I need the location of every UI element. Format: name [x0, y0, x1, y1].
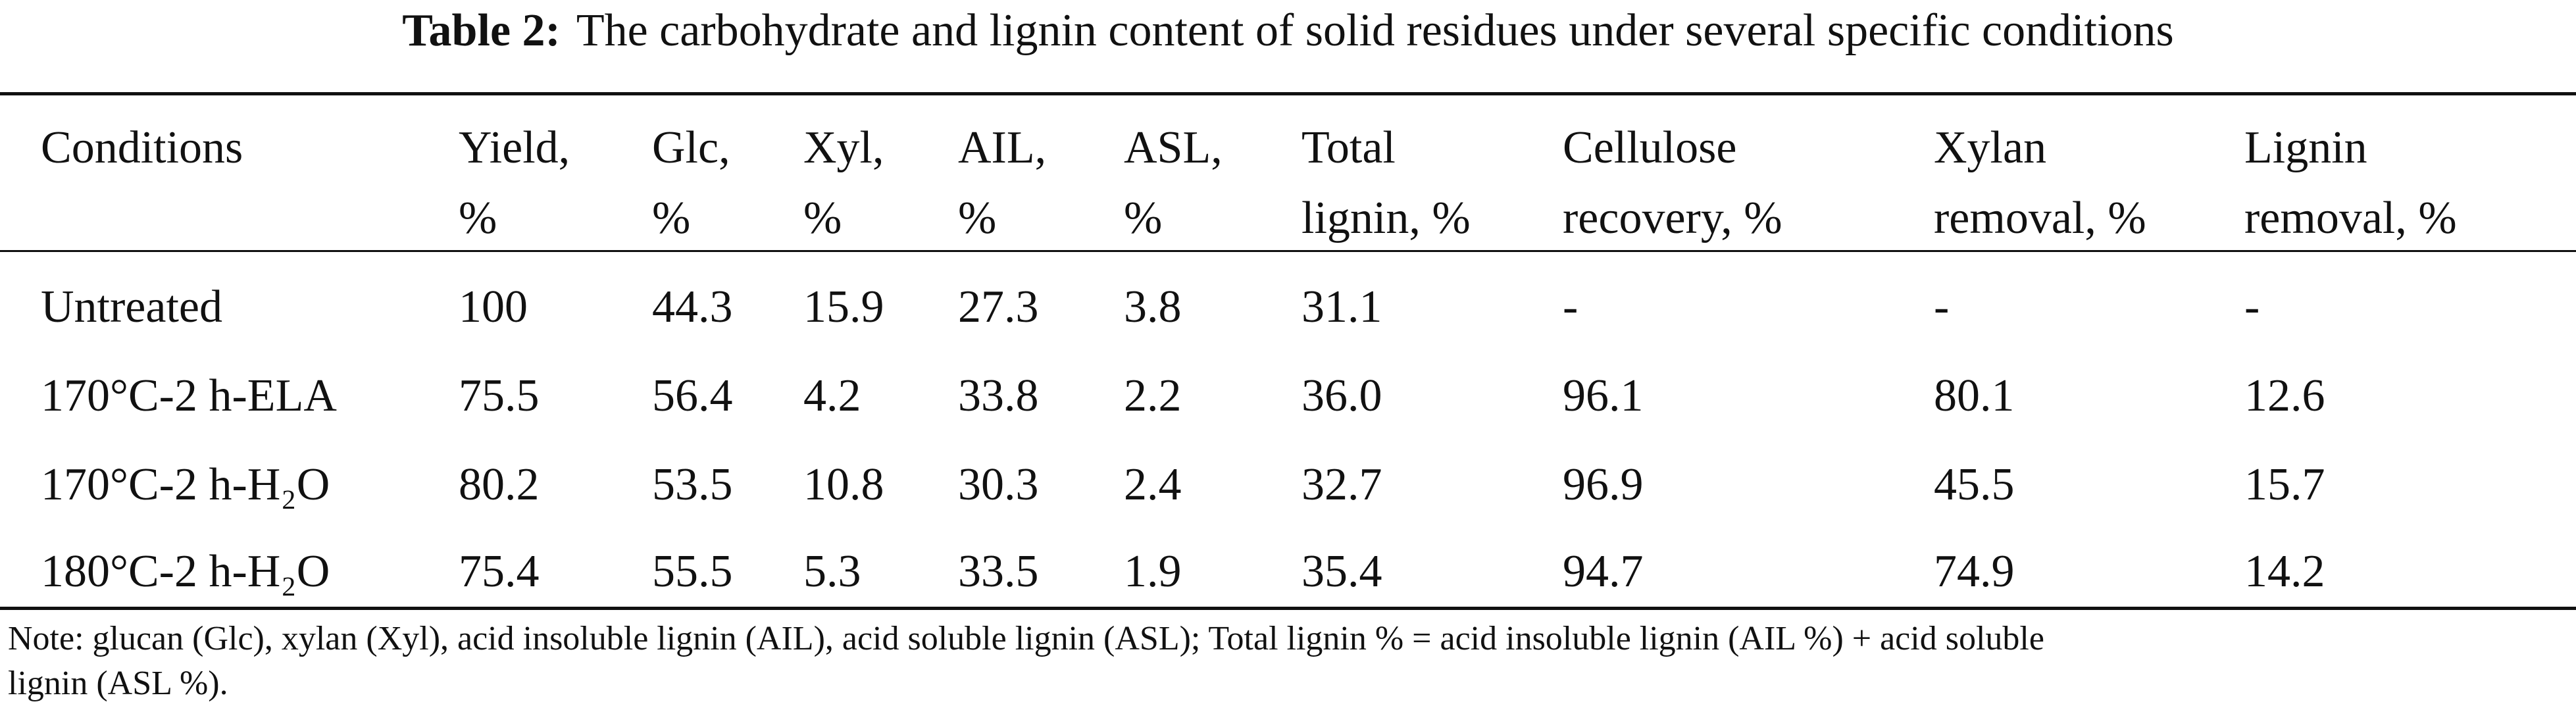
title-text: The carbohydrate and lignin content of s… [576, 5, 2174, 56]
table-cell: 74.9 [1934, 546, 2015, 597]
header-cell: removal, % [2244, 193, 2457, 243]
row-label: 170°C-2 h-ELA [41, 370, 337, 421]
header-cell: Xylan [1934, 122, 2047, 173]
table-cell: - [1934, 282, 1950, 332]
table-cell: 2.4 [1124, 459, 1182, 510]
table-cell: 5.3 [803, 546, 861, 597]
table-title: Table 2: The carbohydrate and lignin cont… [0, 8, 2576, 54]
table-cell: 2.2 [1124, 370, 1182, 421]
table-cell: 32.7 [1301, 459, 1382, 510]
table-cell: 33.8 [958, 370, 1039, 421]
row-label: Untreated [41, 282, 222, 332]
header-cell: ASL, [1124, 122, 1223, 173]
table-cell: - [1563, 282, 1578, 332]
header-cell: removal, % [1934, 193, 2146, 243]
table-cell: 75.5 [459, 370, 540, 421]
header-cell: AIL, [958, 122, 1047, 173]
header-cell: lignin, % [1301, 193, 1471, 243]
table-cell: 94.7 [1563, 546, 1644, 597]
table-note: Note: glucan (Glc), xylan (Xyl), acid in… [8, 620, 2044, 657]
table-cell: 96.1 [1563, 370, 1644, 421]
table-cell: 4.2 [803, 370, 861, 421]
table-cell: 15.7 [2244, 459, 2325, 510]
table-cell: 53.5 [652, 459, 733, 510]
header-cell: % [958, 193, 997, 243]
table-cell: 33.5 [958, 546, 1039, 597]
table-cell: 14.2 [2244, 546, 2325, 597]
table-cell: 35.4 [1301, 546, 1382, 597]
row-label: 180°C-2 h-H₂O [41, 546, 330, 597]
header-rule [0, 250, 2576, 252]
table-cell: 80.1 [1934, 370, 2015, 421]
header-cell: Glc, [652, 122, 730, 173]
header-cell: Lignin [2244, 122, 2367, 173]
table-cell: 3.8 [1124, 282, 1182, 332]
header-cell: Xyl, [803, 122, 884, 173]
table-cell: 1.9 [1124, 546, 1182, 597]
table-cell: 55.5 [652, 546, 733, 597]
title-label: Table 2: [402, 5, 561, 56]
table-cell: 30.3 [958, 459, 1039, 510]
header-cell: Yield, [459, 122, 570, 173]
table-cell: 27.3 [958, 282, 1039, 332]
header-cell: Conditions [41, 122, 243, 173]
table-cell: 56.4 [652, 370, 733, 421]
table-cell: 36.0 [1301, 370, 1382, 421]
header-cell: % [803, 193, 842, 243]
table-cell: 31.1 [1301, 282, 1382, 332]
top-rule [0, 92, 2576, 95]
row-label: 170°C-2 h-H₂O [41, 459, 330, 510]
table-cell: 10.8 [803, 459, 884, 510]
table-cell: 80.2 [459, 459, 540, 510]
table-cell: 15.9 [803, 282, 884, 332]
header-cell: % [652, 193, 691, 243]
header-cell: % [1124, 193, 1163, 243]
table-cell: 75.4 [459, 546, 540, 597]
table-cell: 44.3 [652, 282, 733, 332]
table-cell: - [2244, 282, 2260, 332]
header-cell: recovery, % [1563, 193, 1782, 243]
header-cell: % [459, 193, 497, 243]
header-cell: Cellulose [1563, 122, 1737, 173]
header-cell: Total [1301, 122, 1396, 173]
table-cell: 45.5 [1934, 459, 2015, 510]
bottom-rule [0, 607, 2576, 610]
table-note: lignin (ASL %). [8, 665, 228, 702]
table-cell: 96.9 [1563, 459, 1644, 510]
table-cell: 100 [459, 282, 528, 332]
table-cell: 12.6 [2244, 370, 2325, 421]
